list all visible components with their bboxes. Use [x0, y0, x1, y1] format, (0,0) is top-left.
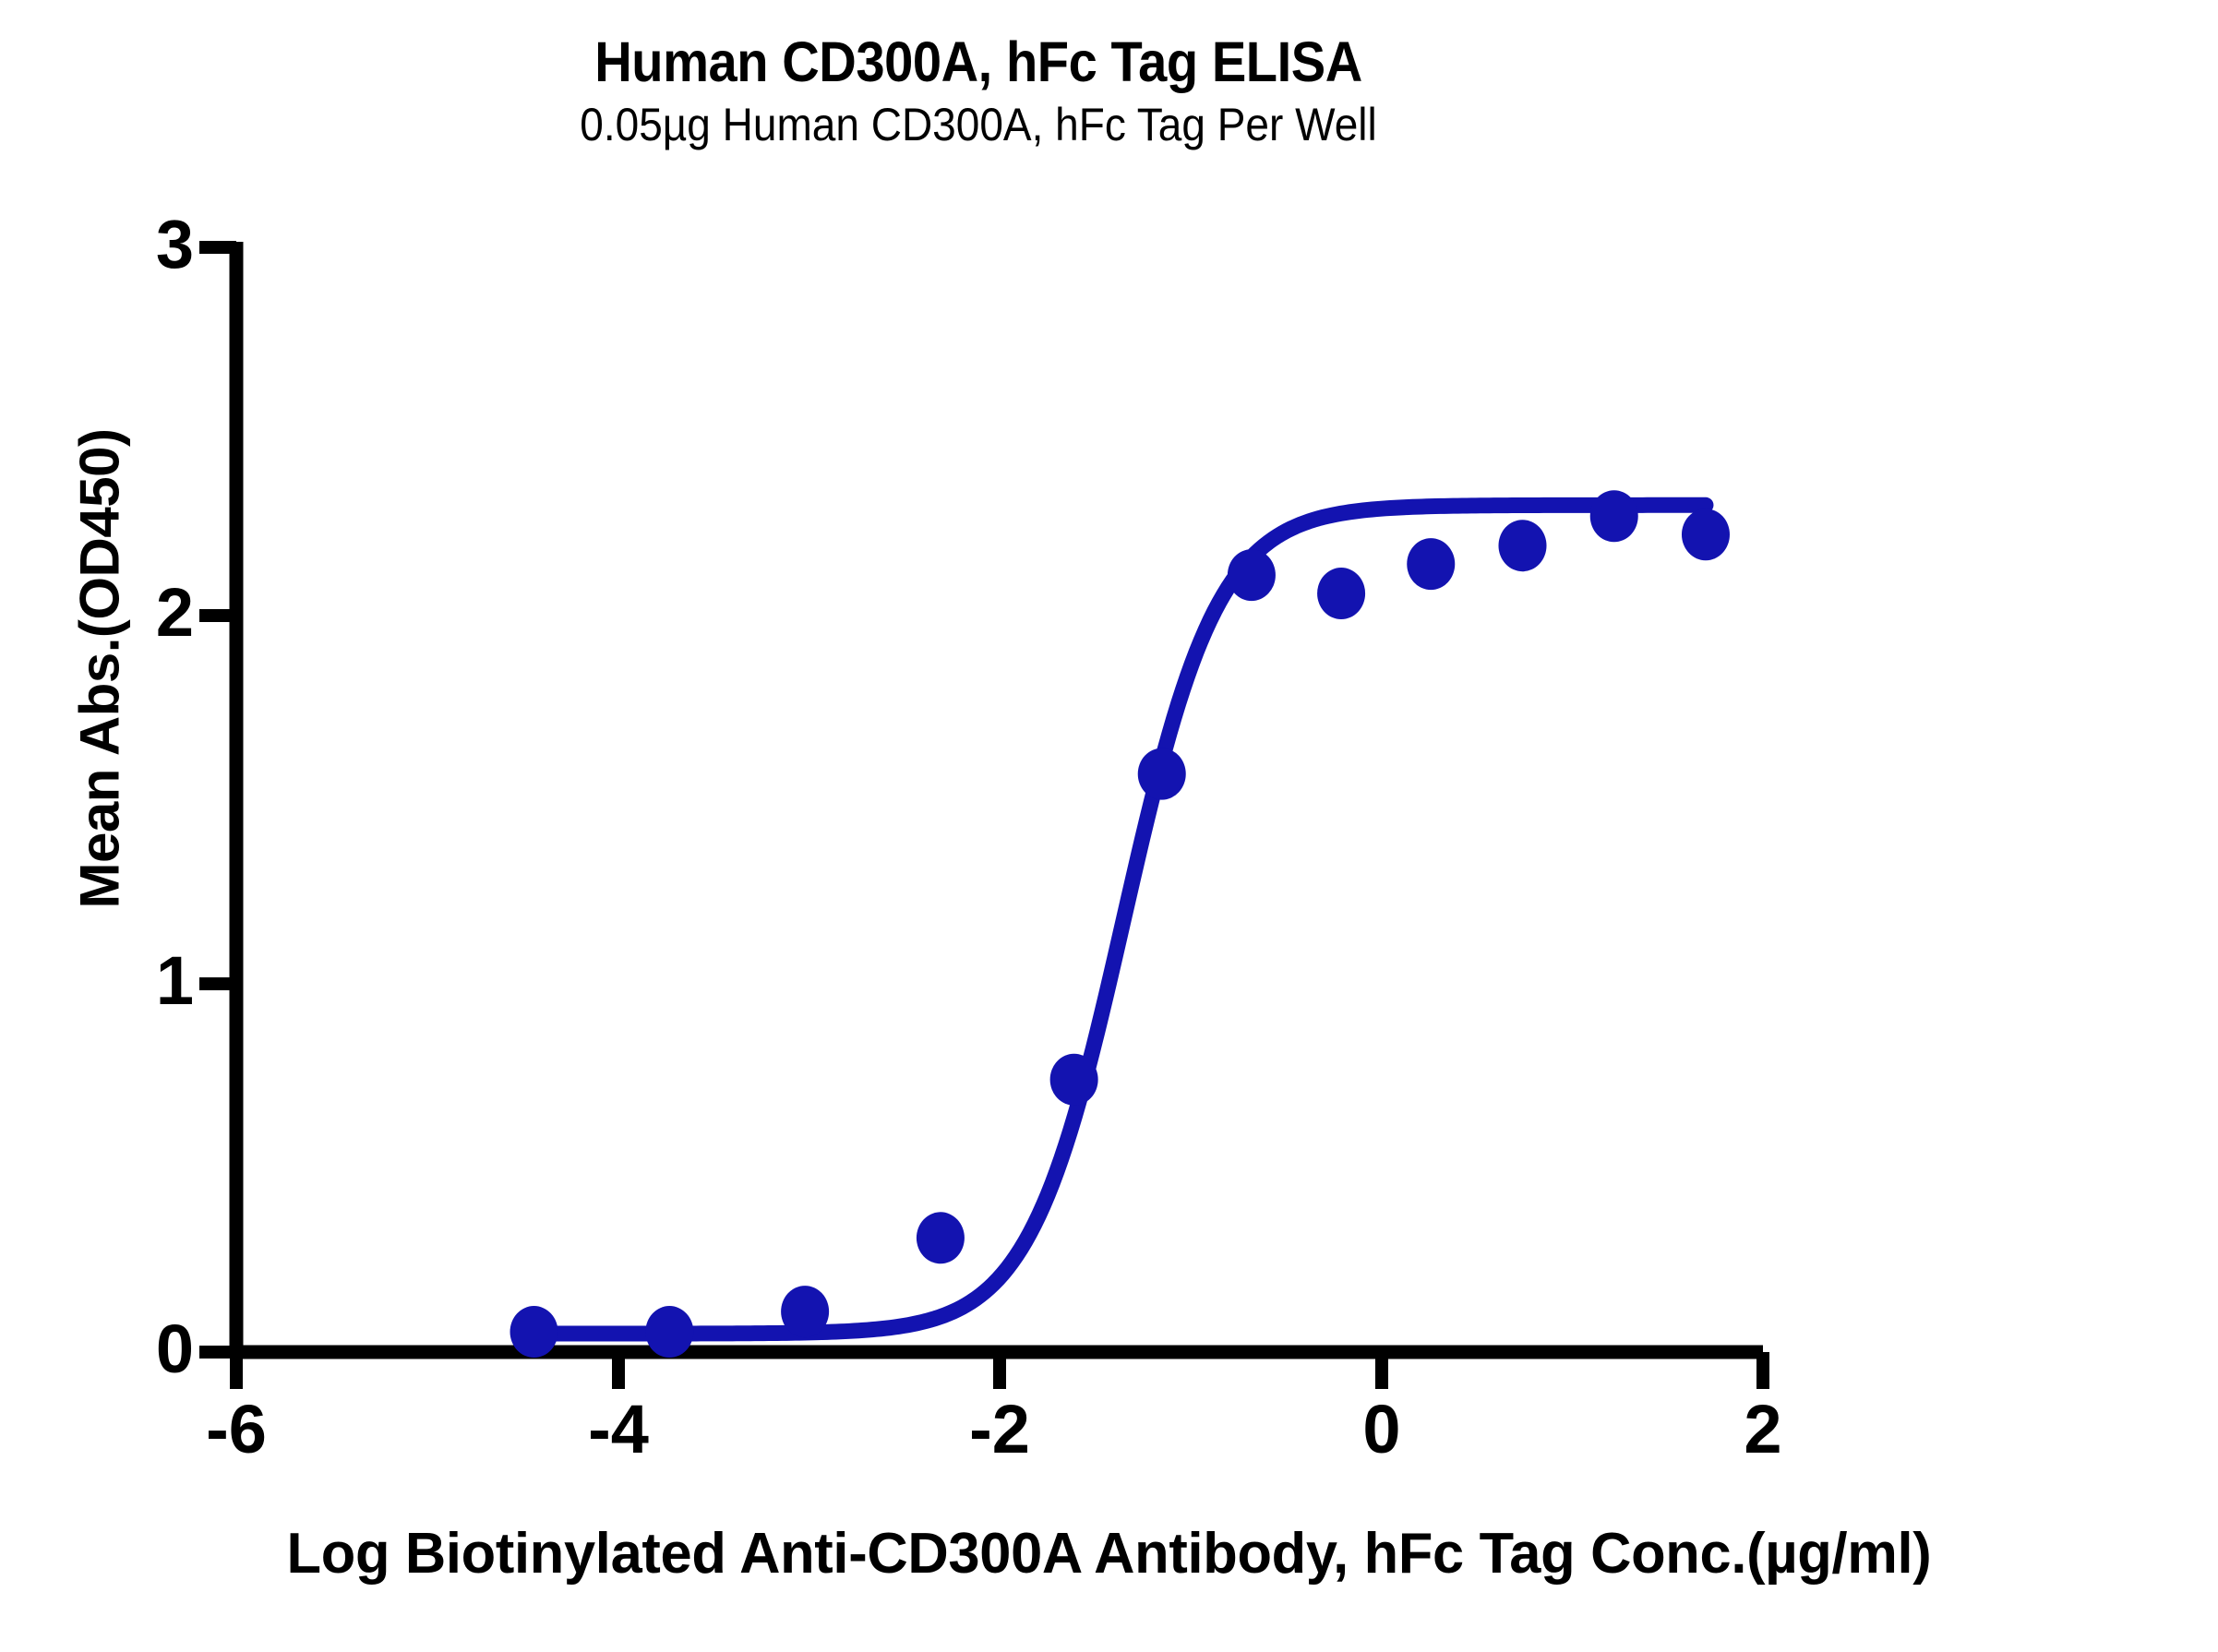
- y-tick-label-1: 1: [155, 942, 194, 1019]
- data-point: [1137, 748, 1186, 800]
- data-point-group: [510, 490, 1730, 1359]
- x-tick-label-0: 0: [1362, 1391, 1401, 1467]
- axis-spines: [229, 242, 1763, 1359]
- data-point: [510, 1306, 558, 1359]
- data-point: [781, 1286, 830, 1338]
- x-tick-label-neg2: -2: [969, 1391, 1030, 1467]
- data-point: [1681, 509, 1730, 561]
- x-tick-label-neg4: -4: [588, 1391, 649, 1467]
- data-point: [1407, 538, 1456, 591]
- sigmoid-fit-curve: [526, 497, 1714, 1342]
- data-point: [1317, 568, 1366, 620]
- data-point: [1049, 1053, 1098, 1106]
- y-tick-label-0: 0: [155, 1311, 194, 1387]
- x-tick-label-2: 2: [1744, 1391, 1782, 1467]
- data-point: [916, 1212, 965, 1264]
- data-point: [1589, 490, 1638, 543]
- x-tick-label-neg6: -6: [206, 1391, 267, 1467]
- data-point: [1498, 520, 1547, 572]
- y-tick-label-3: 3: [155, 206, 194, 282]
- data-point: [645, 1306, 694, 1359]
- x-axis-ticks: [230, 1352, 1769, 1389]
- y-tick-label-2: 2: [155, 574, 194, 651]
- data-point: [1227, 549, 1276, 602]
- y-axis-ticks: [199, 241, 236, 1359]
- x-axis-title: Log Biotinylated Anti-CD300A Antibody, h…: [286, 1522, 1932, 1586]
